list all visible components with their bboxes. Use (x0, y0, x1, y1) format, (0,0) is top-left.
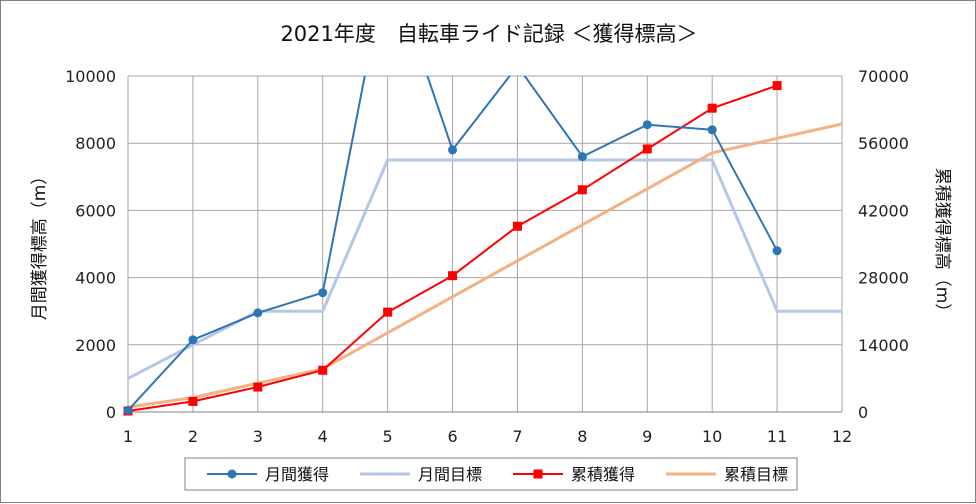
y-tick-label: 8000 (75, 134, 116, 153)
data-point-3 (772, 81, 782, 91)
data-point-3 (707, 103, 717, 113)
series-line-2 (128, 158, 842, 380)
plot-area: 0200040006000800010000014000280004200056… (65, 67, 909, 446)
data-point-1 (772, 246, 782, 256)
y-tick-label: 2000 (75, 336, 116, 355)
data-point-3 (253, 382, 263, 392)
x-tick-label: 12 (832, 427, 852, 446)
y2-tick-label: 42000 (858, 201, 909, 220)
data-point-1 (253, 308, 263, 318)
data-point-3 (642, 144, 652, 154)
data-point-3 (318, 365, 328, 375)
data-point-1 (642, 120, 652, 130)
x-tick-label: 8 (577, 427, 587, 446)
x-tick-label: 1 (123, 427, 133, 446)
data-point-3 (188, 396, 198, 406)
legend-label-1: 月間獲得 (265, 465, 329, 484)
data-point-3 (577, 185, 587, 195)
data-point-1 (188, 335, 198, 345)
series-group (128, 76, 842, 412)
legend-label-2: 月間目標 (418, 465, 482, 484)
x-tick-label: 9 (642, 427, 652, 446)
y2-tick-label: 70000 (858, 67, 909, 86)
y-tick-label: 6000 (75, 201, 116, 220)
legend-label-4: 累積目標 (724, 465, 788, 484)
data-point-3 (448, 271, 458, 281)
y2-axis-label: 累積獲得標高（m） (932, 168, 952, 321)
y2-tick-label: 28000 (858, 269, 909, 288)
y-tick-label: 0 (106, 403, 116, 422)
x-tick-label: 11 (767, 427, 787, 446)
series-line-4 (128, 122, 842, 409)
x-tick-label: 2 (188, 427, 198, 446)
legend: 月間獲得 月間目標 累積獲得 累積目標 (184, 457, 798, 491)
y-axis-label: 月間獲得標高（m） (30, 168, 50, 321)
chart-title: 2021年度 自転車ライド記録 ＜獲得標高＞ (280, 22, 697, 46)
legend-swatch-marker-3 (533, 469, 543, 479)
x-tick-label: 3 (253, 427, 263, 446)
y2-tick-label: 14000 (858, 336, 909, 355)
data-point-1 (318, 288, 328, 298)
data-point-1 (123, 405, 133, 415)
y2-tick-label: 56000 (858, 134, 909, 153)
y-tick-label: 10000 (65, 67, 116, 86)
x-tick-label: 5 (383, 427, 393, 446)
x-tick-label: 10 (702, 427, 722, 446)
y2-tick-label: 0 (858, 403, 868, 422)
data-point-3 (512, 221, 522, 231)
legend-label-3: 累積獲得 (571, 465, 635, 484)
data-point-1 (448, 145, 458, 155)
data-point-1 (707, 125, 717, 135)
x-tick-label: 4 (318, 427, 328, 446)
y-tick-label: 4000 (75, 269, 116, 288)
x-tick-label: 6 (447, 427, 457, 446)
x-tick-label: 7 (512, 427, 522, 446)
data-point-1 (577, 152, 587, 162)
legend-swatch-marker-1 (227, 469, 237, 479)
data-point-3 (383, 307, 393, 317)
